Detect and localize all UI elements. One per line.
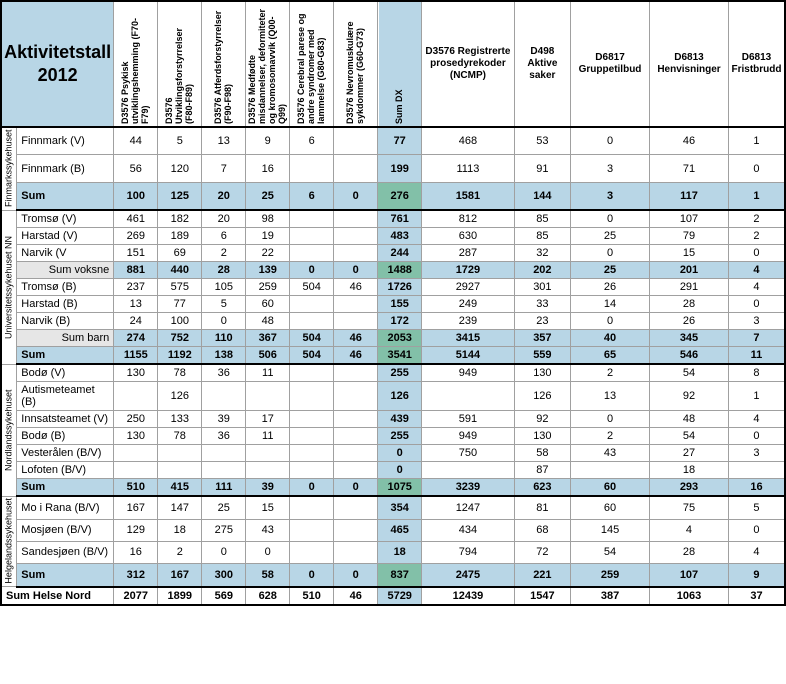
- row-name: Finnmark (B): [17, 155, 114, 182]
- metric-header-1: D498 Aktive saker: [514, 1, 570, 127]
- row-name: Sandesjøen (B/V): [17, 541, 114, 563]
- row-name: Narvik (B): [17, 313, 114, 330]
- row-name: Autismeteamet (B): [17, 382, 114, 411]
- row-name: Tromsø (B): [17, 279, 114, 296]
- group-sum-label: Sum: [17, 347, 114, 365]
- activity-table: Aktivitetstall2012D3576 Psykisk utviklin…: [0, 0, 786, 606]
- row-name: Lofoten (B/V): [17, 462, 114, 479]
- row-name: Mosjøen (B/V): [17, 519, 114, 541]
- row-name: Harstad (V): [17, 228, 114, 245]
- sum-dx-header: Sum DX: [378, 1, 422, 127]
- row-name: Mo i Rana (B/V): [17, 496, 114, 519]
- row-name: Tromsø (V): [17, 210, 114, 228]
- metric-header-3: D6813 Henvisninger: [650, 1, 729, 127]
- dx-header-5: D3576 Nevromuskulære sykdommer (G60-G73): [334, 1, 378, 127]
- metric-header-4: D6813 Fristbrudd: [728, 1, 785, 127]
- group-sum-label: Sum: [17, 564, 114, 587]
- row-name: Bodø (B): [17, 428, 114, 445]
- row-name: Vesterålen (B/V): [17, 445, 114, 462]
- dx-header-0: D3576 Psykisk utviklingshemming (F70-F79…: [114, 1, 158, 127]
- dx-header-1: D3576 Utviklingsforstyrrelser (F80-F89): [158, 1, 202, 127]
- row-name: Innsatsteamet (V): [17, 411, 114, 428]
- dx-header-4: D3576 Cerebral parese og andre syndromer…: [290, 1, 334, 127]
- group-label: Finmarkssykehuset: [1, 127, 17, 210]
- row-name: Bodø (V): [17, 364, 114, 382]
- group-sum-label: Sum: [17, 182, 114, 210]
- row-name: Finnmark (V): [17, 127, 114, 155]
- group-label: Universitetssykehuset NN: [1, 210, 17, 364]
- row-name: Sum barn: [17, 330, 114, 347]
- group-sum-label: Sum: [17, 479, 114, 497]
- group-label: Helgelandssykehuset: [1, 496, 17, 587]
- dx-header-2: D3576 Atferdsforstyrrelser (F90-F98): [202, 1, 246, 127]
- grand-total-label: Sum Helse Nord: [1, 587, 114, 605]
- metric-header-2: D6817 Gruppetilbud: [571, 1, 650, 127]
- group-label: Nordlandssykehuset: [1, 364, 17, 496]
- table-title: Aktivitetstall2012: [1, 1, 114, 127]
- dx-header-3: D3576 Medfødte misdannelser, deformitete…: [246, 1, 290, 127]
- metric-header-0: D3576 Registrerte prosedyrekoder (NCMP): [422, 1, 514, 127]
- row-name: Narvik (V: [17, 245, 114, 262]
- row-name: Harstad (B): [17, 296, 114, 313]
- row-name: Sum voksne: [17, 262, 114, 279]
